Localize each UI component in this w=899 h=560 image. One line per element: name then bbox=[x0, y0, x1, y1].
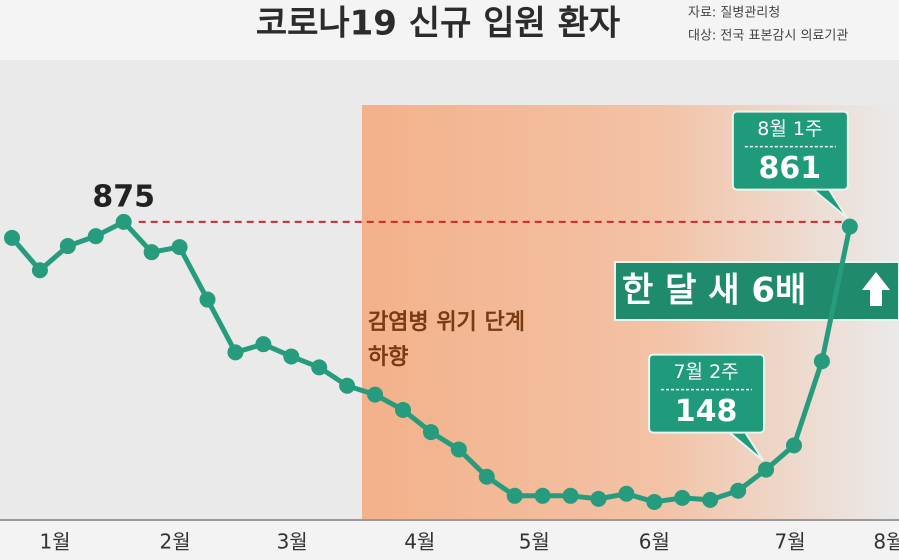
axis-bg bbox=[0, 520, 899, 560]
point bbox=[785, 437, 802, 454]
x-tick-label: 3월 bbox=[277, 530, 308, 554]
point bbox=[618, 485, 635, 502]
up-arrow bbox=[862, 272, 890, 306]
point bbox=[702, 491, 719, 508]
x-tick-label: 6월 bbox=[639, 530, 670, 554]
callout-label: 8월 1주 bbox=[757, 118, 822, 140]
source: 자료: 질병관리청 bbox=[688, 6, 780, 21]
callout-box bbox=[648, 353, 766, 434]
point bbox=[367, 386, 384, 403]
point bbox=[841, 218, 858, 235]
point bbox=[115, 213, 132, 230]
x-tick-label: 2월 bbox=[160, 530, 191, 554]
x-tick-label: 7월 bbox=[775, 530, 806, 554]
point bbox=[171, 239, 188, 256]
callout-box bbox=[731, 110, 849, 191]
chart-title: 코로나19 신규 입원 환자 bbox=[256, 4, 620, 44]
banner-box bbox=[614, 261, 899, 321]
x-tick-label: 8월 bbox=[873, 530, 899, 554]
point bbox=[283, 348, 300, 365]
point bbox=[422, 424, 439, 441]
point bbox=[59, 238, 76, 255]
point bbox=[674, 489, 691, 506]
point bbox=[730, 482, 747, 499]
point bbox=[506, 487, 523, 504]
point bbox=[758, 461, 775, 478]
point bbox=[646, 493, 663, 510]
point bbox=[478, 468, 495, 485]
banner-text: 한 달 새 6배 bbox=[622, 271, 806, 311]
point bbox=[395, 401, 411, 418]
point bbox=[311, 359, 328, 376]
point bbox=[31, 262, 48, 279]
callout-label: 7월 2주 bbox=[673, 361, 738, 383]
x-tick-label: 1월 bbox=[39, 530, 70, 554]
source: 대상: 전국 표본감시 의료기관 bbox=[688, 29, 848, 44]
point bbox=[143, 244, 160, 261]
x-tick-label: 4월 bbox=[404, 530, 435, 554]
point bbox=[199, 291, 216, 308]
banner: 한 달 새 6배 bbox=[614, 261, 899, 321]
highlight-text: 감염병 위기 단계 bbox=[368, 310, 525, 335]
value-label: 861 bbox=[759, 151, 822, 186]
point bbox=[562, 487, 579, 504]
point bbox=[450, 441, 467, 458]
point bbox=[255, 336, 272, 353]
point bbox=[4, 229, 21, 246]
value-label: 148 bbox=[675, 394, 738, 429]
header-bg bbox=[0, 0, 899, 60]
value-label: 875 bbox=[92, 179, 155, 214]
point bbox=[87, 228, 104, 245]
highlight-text: 하향 bbox=[368, 345, 408, 370]
point bbox=[339, 377, 356, 394]
point bbox=[227, 344, 244, 361]
point bbox=[590, 490, 607, 507]
point bbox=[813, 353, 830, 370]
point bbox=[534, 487, 551, 504]
x-tick-label: 5월 bbox=[519, 530, 550, 554]
